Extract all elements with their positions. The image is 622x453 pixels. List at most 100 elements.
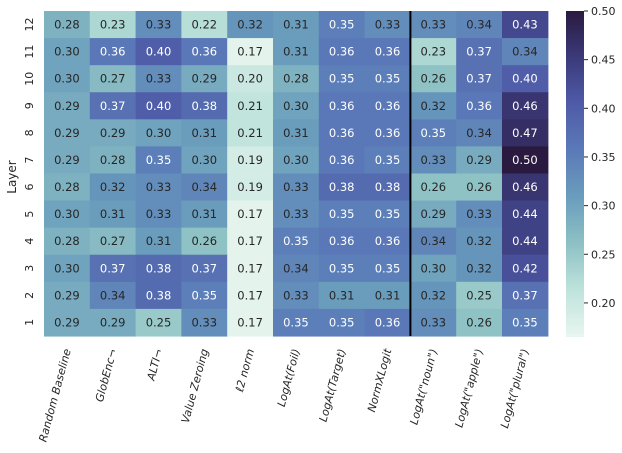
- heatmap-cell: [135, 227, 182, 256]
- heatmap-cell-label: 0.29: [420, 207, 446, 221]
- heatmap-cell-label: 0.25: [146, 315, 172, 329]
- y-tick-label: 7: [23, 156, 36, 163]
- heatmap-cell: [227, 281, 274, 310]
- heatmap-cell-label: 0.29: [100, 126, 126, 140]
- heatmap-cell: [410, 200, 457, 229]
- heatmap-cell: [456, 173, 503, 202]
- heatmap-cell: [181, 38, 228, 66]
- x-tick-label: LogAt("plural"): [498, 347, 532, 429]
- heatmap-cell: [456, 92, 503, 120]
- heatmap-cell: [410, 173, 457, 202]
- x-tick-label: LogAt(Target): [317, 347, 349, 423]
- heatmap-cell: [44, 38, 91, 66]
- heatmap-cell-label: 0.35: [146, 153, 172, 167]
- heatmap-cell-label: 0.31: [100, 207, 126, 221]
- heatmap-cell: [44, 200, 91, 229]
- colorbar-tick-label: 0.50: [591, 5, 616, 18]
- heatmap-cell: [410, 281, 457, 310]
- heatmap-cell-label: 0.35: [191, 288, 217, 302]
- heatmap-cell-label: 0.26: [420, 72, 446, 86]
- heatmap-cell: [135, 146, 182, 175]
- heatmap-cell: [456, 281, 503, 310]
- heatmap-cell-label: 0.35: [375, 153, 401, 167]
- heatmap-cell-label: 0.35: [329, 315, 355, 329]
- heatmap-cell: [135, 11, 182, 39]
- colorbar-tick-label: 0.30: [591, 200, 616, 213]
- heatmap-cell: [318, 308, 366, 337]
- heatmap-cell-label: 0.34: [466, 18, 492, 32]
- heatmap-cell: [227, 254, 274, 283]
- heatmap-cell-label: 0.22: [191, 18, 217, 32]
- colorbar-tick-label: 0.25: [591, 248, 616, 261]
- heatmap-cell: [318, 227, 366, 256]
- heatmap-cell-label: 0.23: [100, 18, 126, 32]
- heatmap-cell-label: 0.32: [420, 288, 446, 302]
- heatmap-cell: [227, 119, 274, 147]
- heatmap-cell: [502, 308, 549, 337]
- heatmap-cell: [44, 227, 91, 256]
- heatmap-cell: [89, 281, 137, 310]
- heatmap-cell: [273, 11, 320, 39]
- y-axis-label: Layer: [5, 160, 19, 194]
- heatmap-cell-label: 0.36: [375, 126, 401, 140]
- heatmap-cell: [364, 254, 411, 283]
- heatmap-cell-label: 0.30: [146, 126, 172, 140]
- heatmap-cell: [502, 119, 549, 147]
- heatmap-cell: [181, 173, 228, 202]
- heatmap-cell-label: 0.30: [54, 72, 80, 86]
- heatmap-cell-label: 0.35: [329, 72, 355, 86]
- heatmap-cell-label: 0.31: [375, 288, 401, 302]
- heatmap-cell: [502, 200, 549, 229]
- heatmap-cell: [456, 119, 503, 147]
- heatmap-cell-label: 0.31: [191, 207, 217, 221]
- heatmap-cell-label: 0.32: [466, 261, 492, 275]
- heatmap-cell-label: 0.36: [466, 99, 492, 113]
- colorbar-tick-label: 0.35: [591, 151, 616, 164]
- heatmap-cell: [135, 173, 182, 202]
- heatmap-cell-label: 0.40: [512, 72, 538, 86]
- heatmap-cell-label: 0.25: [466, 288, 492, 302]
- x-tick-label: Random Baseline: [36, 347, 73, 443]
- heatmap-cell: [273, 146, 320, 175]
- heatmap-cell: [89, 308, 137, 337]
- heatmap-cell-label: 0.27: [100, 72, 126, 86]
- heatmap-cell: [273, 281, 320, 310]
- heatmap-cell-label: 0.30: [420, 261, 446, 275]
- heatmap-cell: [135, 92, 182, 120]
- heatmap-cell: [410, 227, 457, 256]
- heatmap-cell-label: 0.42: [512, 261, 538, 275]
- heatmap-cell-label: 0.21: [237, 99, 263, 113]
- heatmap-cell: [410, 38, 457, 66]
- heatmap-cell: [181, 254, 228, 283]
- heatmap-cell-label: 0.29: [54, 288, 80, 302]
- heatmap-cell: [227, 308, 274, 337]
- heatmap-cell-label: 0.37: [466, 45, 492, 59]
- y-tick-label: 10: [23, 72, 36, 86]
- heatmap-cell: [410, 308, 457, 337]
- heatmap-cell: [273, 38, 320, 66]
- heatmap-cell: [364, 11, 411, 39]
- heatmap-cell: [364, 119, 411, 147]
- heatmap-cell: [227, 38, 274, 66]
- heatmap-cell-label: 0.33: [466, 207, 492, 221]
- heatmap-cell: [410, 92, 457, 120]
- heatmap-cell: [502, 173, 549, 202]
- colorbar-ticks: 0.20 0.25 0.30 0.35 0.40 0.45 0.50: [584, 5, 616, 310]
- heatmap-cell: [181, 11, 228, 39]
- x-tick-label: ALTI¬: [144, 347, 165, 382]
- heatmap-cell: [181, 200, 228, 229]
- heatmap-cell-labels: 0.28 0.23 0.33 0.22 0.32 0.31 0.35 0.33 0.33 0.34…: [54, 18, 538, 330]
- heatmap-cell: [364, 227, 411, 256]
- heatmap-cell-label: 0.29: [54, 126, 80, 140]
- heatmap-cell-label: 0.34: [100, 288, 126, 302]
- heatmap-cell-label: 0.30: [283, 153, 309, 167]
- heatmap-cell-label: 0.28: [54, 234, 80, 248]
- heatmap-cell-label: 0.17: [237, 288, 263, 302]
- heatmap-cell-label: 0.40: [146, 45, 172, 59]
- heatmap-cell-label: 0.33: [420, 18, 446, 32]
- heatmap-cell-label: 0.33: [146, 207, 172, 221]
- heatmap-cell-label: 0.31: [329, 288, 355, 302]
- heatmap-cell: [44, 281, 91, 310]
- heatmap-cell-label: 0.33: [420, 153, 446, 167]
- y-tick-label: 12: [23, 18, 36, 32]
